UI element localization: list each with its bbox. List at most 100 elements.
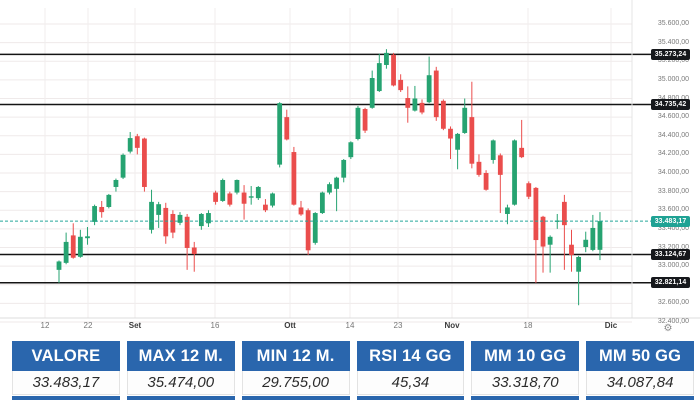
- candle[interactable]: [298, 200, 304, 216]
- candle[interactable]: [419, 99, 425, 115]
- candle[interactable]: [433, 66, 439, 121]
- candle-body: [149, 201, 154, 230]
- candle[interactable]: [362, 107, 368, 133]
- candle[interactable]: [448, 126, 453, 160]
- candle[interactable]: [583, 231, 589, 253]
- candle[interactable]: [569, 229, 574, 272]
- candle[interactable]: [440, 99, 446, 131]
- candle[interactable]: [561, 194, 567, 270]
- candle-body: [312, 213, 318, 243]
- candle[interactable]: [426, 56, 432, 104]
- candle-body: [469, 117, 475, 164]
- table-header-cell: [356, 396, 465, 400]
- candle[interactable]: [597, 212, 603, 261]
- candle[interactable]: [163, 202, 169, 244]
- table-value-cell: 29.755,00: [241, 371, 350, 395]
- candle-body: [376, 63, 382, 92]
- candle[interactable]: [85, 227, 90, 245]
- candle[interactable]: [142, 137, 147, 192]
- candle[interactable]: [156, 201, 162, 228]
- candle-body: [113, 179, 119, 187]
- candle[interactable]: [134, 133, 140, 155]
- candle[interactable]: [405, 86, 411, 123]
- candle[interactable]: [248, 186, 254, 205]
- candle[interactable]: [149, 189, 154, 234]
- candle[interactable]: [255, 186, 261, 201]
- candle-body: [206, 213, 211, 224]
- candle[interactable]: [490, 139, 496, 164]
- candle-body: [448, 128, 453, 139]
- candle[interactable]: [99, 200, 105, 218]
- table-header-cell: MAX 12 M.: [126, 341, 235, 371]
- candle[interactable]: [305, 208, 311, 255]
- candle[interactable]: [519, 119, 525, 159]
- candle[interactable]: [469, 81, 475, 169]
- candle-body: [405, 98, 411, 108]
- candle[interactable]: [462, 98, 468, 134]
- candle[interactable]: [376, 53, 382, 92]
- candle[interactable]: [533, 186, 539, 283]
- candle[interactable]: [540, 215, 546, 273]
- candle[interactable]: [70, 223, 76, 259]
- candle[interactable]: [412, 85, 418, 112]
- candle[interactable]: [277, 102, 283, 168]
- candle[interactable]: [213, 190, 218, 205]
- candle[interactable]: [234, 179, 240, 195]
- candle[interactable]: [220, 178, 226, 202]
- candle[interactable]: [576, 255, 582, 306]
- candle-body: [490, 140, 496, 160]
- axis-settings-icon[interactable]: ⚙: [663, 323, 673, 334]
- candle[interactable]: [526, 181, 532, 200]
- candle[interactable]: [547, 235, 553, 273]
- candle-body: [419, 102, 425, 113]
- candle[interactable]: [227, 191, 233, 207]
- candle[interactable]: [319, 191, 325, 214]
- candle-body: [391, 54, 396, 86]
- candle[interactable]: [284, 109, 290, 141]
- price-level-badge: 35.273,24: [651, 48, 690, 60]
- candle[interactable]: [497, 153, 503, 214]
- candle[interactable]: [191, 241, 197, 272]
- candle[interactable]: [241, 185, 247, 220]
- candle[interactable]: [512, 139, 517, 206]
- candle[interactable]: [590, 214, 596, 252]
- candle[interactable]: [177, 212, 183, 226]
- candle-body: [583, 239, 589, 248]
- candle[interactable]: [106, 193, 112, 209]
- candlestick-chart[interactable]: [0, 0, 700, 338]
- candle[interactable]: [334, 176, 340, 212]
- table-header-cell: RSI 14 GG: [356, 341, 465, 371]
- candle[interactable]: [348, 141, 354, 160]
- candle[interactable]: [56, 260, 62, 283]
- candle[interactable]: [120, 153, 126, 180]
- candle[interactable]: [270, 192, 275, 208]
- candle[interactable]: [312, 212, 318, 245]
- candle[interactable]: [113, 178, 119, 192]
- candle[interactable]: [341, 159, 347, 183]
- candle[interactable]: [369, 70, 375, 109]
- candle[interactable]: [391, 52, 396, 87]
- candle[interactable]: [483, 170, 489, 191]
- candle-body: [234, 179, 240, 193]
- table-header-cell: MM 50 GG: [586, 341, 694, 371]
- candle-body: [120, 154, 126, 178]
- candle[interactable]: [92, 204, 97, 226]
- candle[interactable]: [455, 132, 461, 170]
- candle-body: [177, 214, 183, 223]
- candle[interactable]: [291, 146, 297, 206]
- candle[interactable]: [263, 199, 268, 213]
- candle[interactable]: [384, 49, 389, 69]
- candle[interactable]: [63, 232, 69, 265]
- candle-body: [241, 192, 247, 204]
- candle[interactable]: [355, 105, 361, 141]
- candle[interactable]: [206, 210, 211, 228]
- candle[interactable]: [327, 182, 332, 195]
- candle-body: [106, 194, 112, 207]
- candle[interactable]: [77, 229, 83, 258]
- candle[interactable]: [398, 74, 404, 92]
- candle[interactable]: [170, 210, 176, 239]
- candle[interactable]: [476, 154, 482, 177]
- candle[interactable]: [184, 213, 190, 270]
- candle-body: [213, 192, 218, 202]
- candle[interactable]: [127, 132, 133, 154]
